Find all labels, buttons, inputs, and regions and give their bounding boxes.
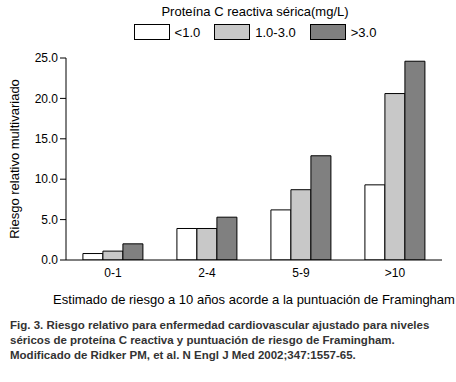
svg-text:15.0: 15.0 (35, 132, 59, 146)
html-text:<1.0: <1.0 (174, 24, 201, 40)
svg-text:Riesgo relativo multivariado: Riesgo relativo multivariado (8, 79, 22, 239)
svg-text:5-9: 5-9 (292, 266, 310, 280)
svg-text:0.0: 0.0 (41, 253, 58, 267)
svg-text:0-1: 0-1 (104, 266, 122, 280)
svg-text:5.0: 5.0 (41, 213, 58, 227)
svg-text:>10: >10 (385, 266, 406, 280)
svg-text:20.0: 20.0 (35, 92, 59, 106)
html-text:Proteína C reactiva sérica(mg/: Proteína C reactiva sérica(mg/L) (161, 4, 349, 19)
svg-text:Estimado de riesgo a 10 años a: Estimado de riesgo a 10 años acorde a la… (53, 292, 448, 307)
html-text:Fig. 3. Riesgo relativo para e: Fig. 3. Riesgo relativo para enfermedad … (10, 319, 430, 361)
svg-text:2-4: 2-4 (198, 266, 216, 280)
html-text:>3.0: >3.0 (350, 24, 377, 40)
html-text:1.0-3.0: 1.0-3.0 (255, 24, 296, 40)
svg-text:25.0: 25.0 (35, 51, 59, 65)
svg-text:10.0: 10.0 (35, 172, 59, 186)
